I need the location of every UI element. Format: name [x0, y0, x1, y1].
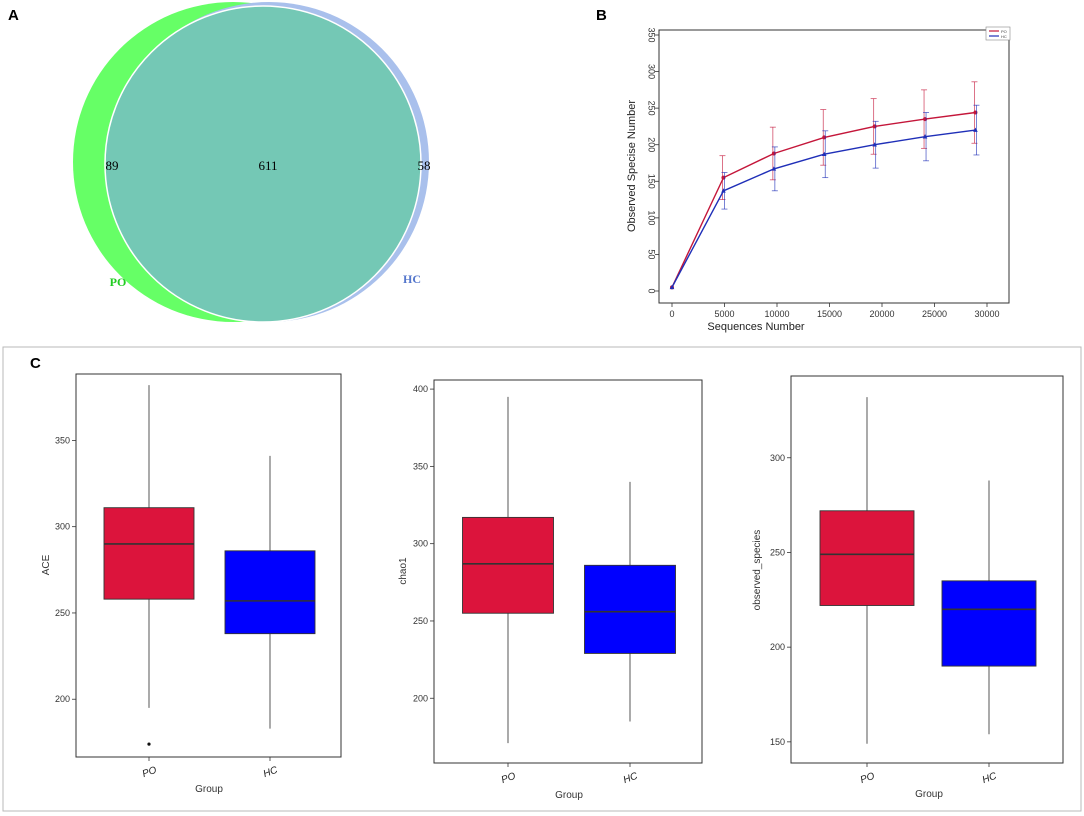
box-hc — [224, 550, 316, 635]
y-tick-label: 200 — [413, 693, 428, 703]
venn-right-only-count: 58 — [418, 158, 431, 173]
x-tick-label: HC — [262, 765, 280, 781]
data-point-hc — [721, 188, 726, 193]
y-tick-label: 200 — [770, 642, 785, 652]
y-tick-label: 350 — [413, 461, 428, 471]
panel-c-boxplots: C 200 250 300 350 PO HC Group ACE 200 250 300 35… — [2, 346, 1082, 812]
panel-label-b: B — [596, 7, 607, 24]
chart-b-plot-frame — [658, 29, 1010, 304]
chart-b-x-axis-title: Sequences Number — [707, 321, 805, 333]
chart-b-legend: PO HC — [985, 26, 1011, 41]
chart-b-legend-frame — [985, 26, 1011, 41]
data-point-hc — [821, 151, 827, 157]
x-tick-label: 5000 — [714, 309, 734, 319]
panel-label-c: C — [30, 355, 41, 372]
boxplot-chao1-marks: 200 250 300 350 400 PO HC — [413, 384, 676, 786]
y-tick-label: 350 — [55, 435, 70, 445]
data-point-hc — [771, 166, 777, 171]
boxplot-ace-x-title: Group — [195, 784, 223, 795]
y-tick-label: 100 — [647, 210, 657, 225]
boxplot-ace-marks: 200 250 300 350 PO HC — [55, 385, 316, 781]
y-tick-label: 50 — [647, 249, 657, 259]
y-tick-label: 0 — [647, 288, 657, 293]
chart-b-axes: 0 5000 10000 15000 20000 25000 30000 0 50 100 150 2… — [647, 27, 1000, 319]
chart-b-y-axis-title: Observed Specise Number — [626, 100, 638, 232]
x-tick-label: 30000 — [974, 309, 999, 319]
data-point-po — [771, 151, 776, 156]
venn-set-hc-label: HC — [403, 272, 421, 286]
x-tick-label: 0 — [669, 309, 674, 319]
y-tick-label: 300 — [55, 522, 70, 532]
boxplot-chao1: 200 250 300 350 400 PO HC Group chao1 — [398, 379, 703, 801]
data-point-po — [721, 175, 726, 180]
y-tick-label: 200 — [55, 694, 70, 704]
data-point-po — [973, 110, 978, 115]
legend-hc-label: HC — [1001, 34, 1007, 39]
y-tick-label: 400 — [413, 384, 428, 394]
venn-overlap-count: 611 — [258, 158, 277, 173]
venn-overlap-region — [104, 5, 422, 323]
y-tick-label: 150 — [770, 737, 785, 747]
x-tick-label: PO — [859, 771, 877, 786]
x-tick-label: 20000 — [869, 309, 894, 319]
box-po — [462, 516, 554, 614]
y-tick-label: 300 — [413, 539, 428, 549]
y-tick-label: 350 — [647, 27, 657, 42]
outlier-point-po — [147, 742, 151, 746]
data-point-po — [822, 135, 827, 140]
data-point-hc — [922, 134, 928, 139]
y-tick-label: 200 — [647, 137, 657, 152]
y-tick-label: 250 — [413, 616, 428, 626]
y-tick-label: 300 — [647, 64, 657, 79]
panel-a-venn: A 89 611 58 PO HC — [8, 2, 431, 323]
box-po — [103, 507, 195, 600]
panel-b-rarefaction: B 0 5000 10000 15000 20000 25000 30000 0 50 100 15… — [596, 7, 1011, 333]
x-tick-label: PO — [141, 765, 159, 780]
venn-left-only-count: 89 — [106, 158, 119, 173]
y-tick-label: 300 — [770, 453, 785, 463]
legend-po-label: PO — [1001, 29, 1007, 34]
box-po — [819, 510, 915, 606]
panel-label-a: A — [8, 7, 19, 24]
data-point-hc — [872, 142, 877, 147]
boxplot-ace-y-title: ACE — [41, 554, 52, 575]
box-hc — [584, 564, 676, 654]
venn-set-po-label: PO — [110, 275, 127, 289]
boxplot-chao1-x-title: Group — [555, 790, 583, 801]
y-tick-label: 150 — [647, 174, 657, 189]
boxplot-chao1-y-title: chao1 — [398, 557, 409, 585]
data-point-hc — [973, 127, 978, 132]
y-tick-label: 250 — [55, 608, 70, 618]
data-point-hc — [669, 284, 675, 290]
x-tick-label: HC — [622, 771, 640, 787]
chart-b-series — [669, 81, 980, 290]
data-point-po — [923, 117, 928, 122]
panel-c-border — [2, 346, 1082, 812]
x-tick-label: 15000 — [817, 309, 842, 319]
boxplot-observed-species-y-title: observed_species — [752, 530, 763, 611]
x-tick-label: PO — [500, 771, 518, 786]
y-tick-label: 250 — [770, 547, 785, 557]
x-tick-label: HC — [981, 771, 999, 787]
boxplot-ace: 200 250 300 350 PO HC Group ACE — [41, 373, 342, 795]
data-point-po — [872, 124, 877, 129]
y-tick-label: 250 — [647, 101, 657, 116]
x-tick-label: 10000 — [764, 309, 789, 319]
boxplot-observed-species-marks: 150 200 250 300 PO HC — [770, 397, 1037, 787]
x-tick-label: 25000 — [922, 309, 947, 319]
boxplot-observed-species-x-title: Group — [915, 789, 943, 800]
boxplot-observed-species: 150 200 250 300 PO HC Group observed_species — [752, 375, 1064, 800]
box-hc — [941, 580, 1037, 667]
